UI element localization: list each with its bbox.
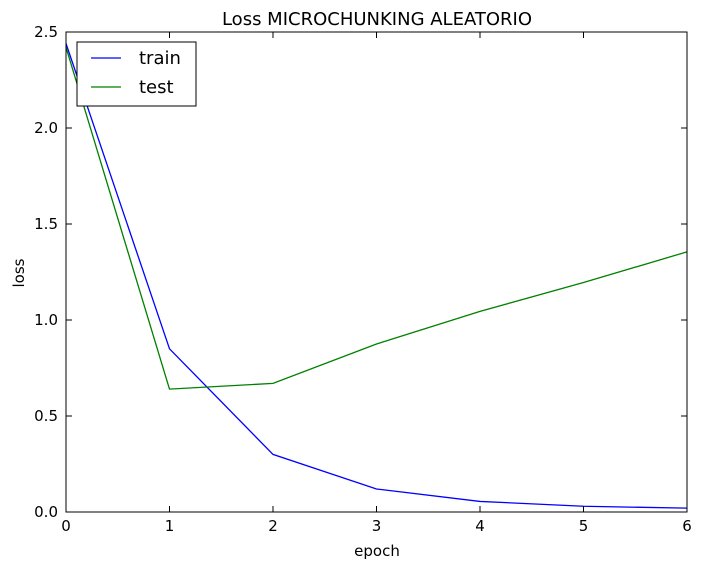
legend-label-train: train (139, 48, 181, 69)
y-tick-label: 1.5 (34, 215, 58, 233)
x-axis-label: epoch (354, 542, 400, 560)
chart-title: Loss MICROCHUNKING ALEATORIO (222, 9, 532, 30)
x-tick-label: 6 (682, 517, 692, 535)
x-tick-label: 0 (61, 517, 71, 535)
y-tick-label: 1.0 (34, 311, 58, 329)
x-tick-label: 1 (165, 517, 175, 535)
x-tick-label: 2 (268, 517, 278, 535)
y-tick-label: 0.5 (34, 407, 58, 425)
x-tick-label: 5 (579, 517, 589, 535)
x-tick-label: 4 (475, 517, 485, 535)
series-line-test (65, 47, 688, 390)
x-tick-label: 3 (372, 517, 382, 535)
y-tick-label: 2.5 (34, 23, 58, 41)
y-tick-label: 2.0 (34, 119, 58, 137)
legend-box (76, 41, 197, 107)
y-axis-label: loss (10, 258, 28, 287)
plot-area: 0 1 2 3 4 5 6 0.0 0.5 1.0 1.5 2.0 2.5 train test (34, 23, 692, 535)
y-tick-label: 0.0 (34, 503, 58, 521)
series-line-train (65, 43, 688, 509)
legend-label-test: test (139, 77, 174, 98)
